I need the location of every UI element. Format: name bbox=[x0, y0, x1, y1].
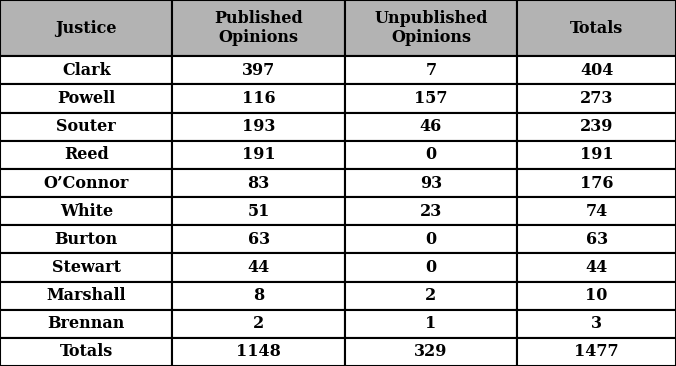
Text: 193: 193 bbox=[242, 118, 275, 135]
Bar bbox=[0, 56, 172, 85]
Bar bbox=[517, 197, 676, 225]
Text: Brennan: Brennan bbox=[47, 315, 125, 332]
Text: Stewart: Stewart bbox=[51, 259, 121, 276]
Text: 0: 0 bbox=[425, 146, 437, 163]
Bar bbox=[0, 310, 172, 338]
Text: Totals: Totals bbox=[59, 343, 113, 361]
Text: 44: 44 bbox=[585, 259, 608, 276]
Bar bbox=[345, 197, 517, 225]
Bar bbox=[0, 253, 172, 281]
Bar bbox=[517, 56, 676, 85]
Bar bbox=[172, 225, 345, 253]
Text: Published
Opinions: Published Opinions bbox=[214, 10, 303, 46]
Bar bbox=[517, 225, 676, 253]
Bar bbox=[517, 113, 676, 141]
Text: 239: 239 bbox=[580, 118, 613, 135]
Bar bbox=[345, 0, 517, 56]
Bar bbox=[0, 169, 172, 197]
Bar bbox=[0, 281, 172, 310]
Bar bbox=[345, 225, 517, 253]
Text: O’Connor: O’Connor bbox=[43, 175, 129, 191]
Text: Totals: Totals bbox=[570, 20, 623, 37]
Bar bbox=[172, 310, 345, 338]
Bar bbox=[172, 281, 345, 310]
Bar bbox=[0, 225, 172, 253]
Bar bbox=[0, 85, 172, 113]
Bar bbox=[172, 85, 345, 113]
Text: 404: 404 bbox=[580, 62, 613, 79]
Text: 157: 157 bbox=[414, 90, 448, 107]
Text: White: White bbox=[59, 203, 113, 220]
Bar bbox=[0, 141, 172, 169]
Bar bbox=[345, 253, 517, 281]
Bar bbox=[172, 56, 345, 85]
Text: 63: 63 bbox=[585, 231, 608, 248]
Bar bbox=[0, 338, 172, 366]
Bar bbox=[345, 169, 517, 197]
Bar bbox=[517, 141, 676, 169]
Bar bbox=[517, 85, 676, 113]
Text: 8: 8 bbox=[253, 287, 264, 304]
Text: 273: 273 bbox=[580, 90, 613, 107]
Text: 2: 2 bbox=[253, 315, 264, 332]
Text: 329: 329 bbox=[414, 343, 448, 361]
Bar bbox=[172, 169, 345, 197]
Text: 63: 63 bbox=[247, 231, 270, 248]
Text: 1: 1 bbox=[425, 315, 437, 332]
Bar bbox=[517, 253, 676, 281]
Bar bbox=[345, 113, 517, 141]
Text: 191: 191 bbox=[242, 146, 275, 163]
Text: 1477: 1477 bbox=[574, 343, 619, 361]
Bar bbox=[517, 0, 676, 56]
Text: 74: 74 bbox=[585, 203, 608, 220]
Bar bbox=[345, 281, 517, 310]
Text: Unpublished
Opinions: Unpublished Opinions bbox=[375, 10, 487, 46]
Bar bbox=[345, 56, 517, 85]
Text: Powell: Powell bbox=[57, 90, 115, 107]
Bar bbox=[172, 0, 345, 56]
Text: 2: 2 bbox=[425, 287, 437, 304]
Text: 397: 397 bbox=[242, 62, 275, 79]
Text: 51: 51 bbox=[247, 203, 270, 220]
Text: Clark: Clark bbox=[62, 62, 110, 79]
Bar bbox=[517, 169, 676, 197]
Bar bbox=[517, 338, 676, 366]
Text: 116: 116 bbox=[242, 90, 275, 107]
Text: Souter: Souter bbox=[56, 118, 116, 135]
Text: Burton: Burton bbox=[55, 231, 118, 248]
Text: 191: 191 bbox=[580, 146, 613, 163]
Bar bbox=[345, 85, 517, 113]
Bar bbox=[345, 141, 517, 169]
Text: Marshall: Marshall bbox=[47, 287, 126, 304]
Text: 93: 93 bbox=[420, 175, 442, 191]
Bar bbox=[517, 281, 676, 310]
Bar bbox=[172, 197, 345, 225]
Text: 0: 0 bbox=[425, 231, 437, 248]
Bar bbox=[0, 113, 172, 141]
Bar bbox=[0, 197, 172, 225]
Bar bbox=[345, 338, 517, 366]
Text: 7: 7 bbox=[425, 62, 437, 79]
Bar bbox=[172, 253, 345, 281]
Text: 176: 176 bbox=[580, 175, 613, 191]
Text: 83: 83 bbox=[247, 175, 270, 191]
Text: 23: 23 bbox=[420, 203, 442, 220]
Bar bbox=[0, 0, 172, 56]
Bar bbox=[172, 338, 345, 366]
Text: Reed: Reed bbox=[64, 146, 109, 163]
Text: 10: 10 bbox=[585, 287, 608, 304]
Bar bbox=[172, 113, 345, 141]
Text: 0: 0 bbox=[425, 259, 437, 276]
Bar bbox=[517, 310, 676, 338]
Text: Justice: Justice bbox=[55, 20, 117, 37]
Bar bbox=[172, 141, 345, 169]
Text: 3: 3 bbox=[591, 315, 602, 332]
Text: 44: 44 bbox=[247, 259, 270, 276]
Text: 1148: 1148 bbox=[236, 343, 281, 361]
Bar bbox=[345, 310, 517, 338]
Text: 46: 46 bbox=[420, 118, 442, 135]
